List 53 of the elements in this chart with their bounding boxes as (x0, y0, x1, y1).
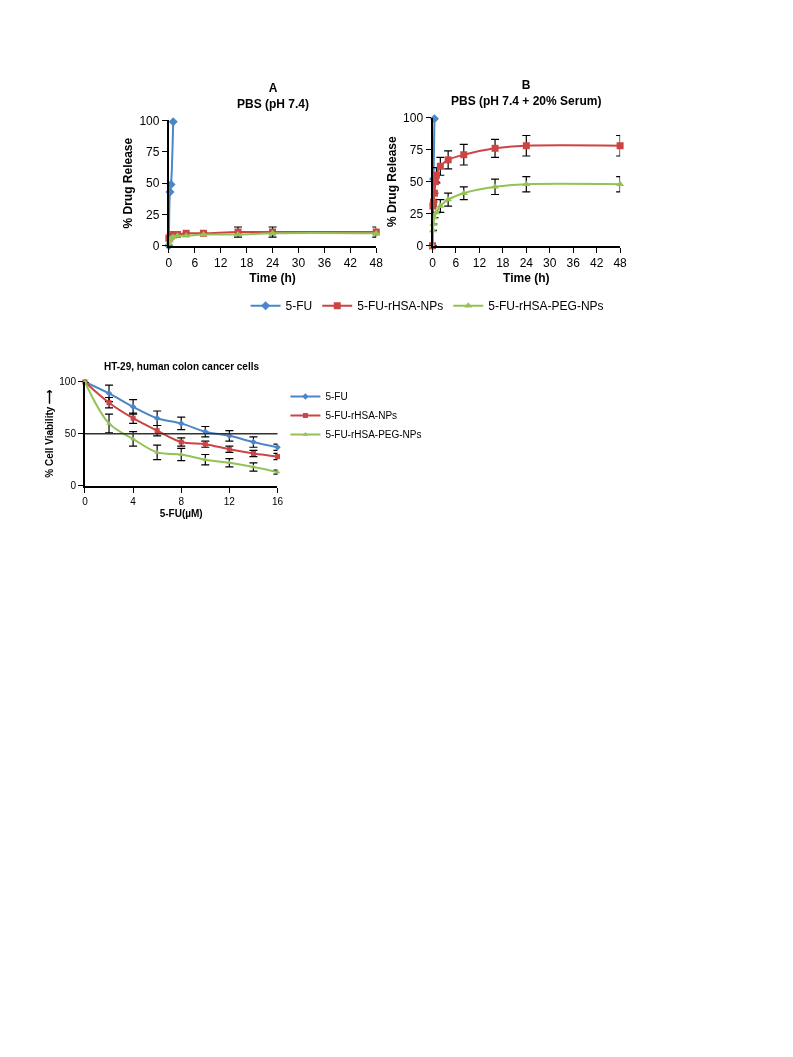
x-tick-label: 0 (82, 495, 89, 507)
chart-title: HT-29, human colon cancer cells (104, 361, 260, 372)
legend-label: 5-FU (325, 391, 348, 403)
x-tick-label: 8 (178, 495, 185, 507)
chart-subtitle: PBS (pH 7.4) (237, 96, 310, 111)
y-tick-label: 0 (416, 239, 424, 253)
x-tick-label: 18 (496, 256, 510, 271)
y-tick-label: 50 (64, 428, 77, 440)
y-tick-label: 0 (152, 239, 160, 253)
legend-label: 5-FU-rHSA-NPs (357, 299, 444, 314)
chart-title: B (521, 78, 531, 92)
legend-label: 5-FU (285, 299, 313, 314)
y-tick-label: 0 (70, 480, 77, 492)
x-tick-label: 24 (265, 256, 280, 271)
legend-label: 5-FU-rHSA-PEG-NPs (488, 299, 604, 314)
y-axis-title: % Cell Viability ⟶ (43, 388, 55, 478)
x-tick-label: 12 (472, 256, 487, 271)
x-tick-label: 0 (429, 256, 437, 271)
x-axis-title: Time (h) (503, 270, 550, 285)
y-axis-title: % Drug Release (384, 135, 399, 228)
x-tick-label: 0 (165, 256, 173, 271)
y-tick-label: 100 (59, 376, 77, 388)
x-tick-label: 30 (543, 256, 557, 271)
x-tick-label: 12 (214, 256, 228, 271)
x-tick-label: 18 (239, 256, 254, 271)
x-tick-label: 4 (130, 495, 137, 507)
x-tick-label: 42 (343, 256, 358, 271)
y-tick-label: 75 (409, 142, 424, 157)
x-tick-label: 42 (589, 256, 604, 271)
x-tick-label: 12 (223, 495, 236, 507)
x-tick-label: 36 (317, 256, 332, 271)
y-tick-label: 25 (409, 206, 424, 221)
y-tick-label: 75 (146, 145, 160, 160)
x-tick-label: 16 (271, 495, 284, 507)
x-axis-title: 5-FU(µM) (159, 507, 203, 519)
x-axis-title: Time (h) (249, 270, 296, 285)
y-tick-label: 50 (146, 176, 160, 191)
y-tick-label: 100 (139, 113, 160, 128)
x-tick-label: 24 (519, 256, 534, 271)
legend-label: 5-FU-rHSA-PEG-NPs (325, 429, 422, 441)
x-tick-label: 36 (566, 256, 581, 271)
chart-subtitle: PBS (pH 7.4 + 20% Serum) (451, 93, 602, 108)
legend-label: 5-FU-rHSA-NPs (325, 410, 398, 422)
x-tick-label: 48 (369, 256, 384, 271)
y-tick-label: 50 (409, 174, 424, 189)
y-tick-label: 25 (146, 207, 160, 222)
y-tick-label: 100 (403, 110, 424, 125)
y-axis-title: % Drug Release (121, 137, 136, 229)
x-tick-label: 6 (191, 256, 199, 271)
chart-title: A (268, 81, 278, 95)
x-tick-label: 30 (291, 256, 306, 271)
x-tick-label: 48 (613, 256, 628, 271)
x-tick-label: 6 (452, 256, 460, 271)
